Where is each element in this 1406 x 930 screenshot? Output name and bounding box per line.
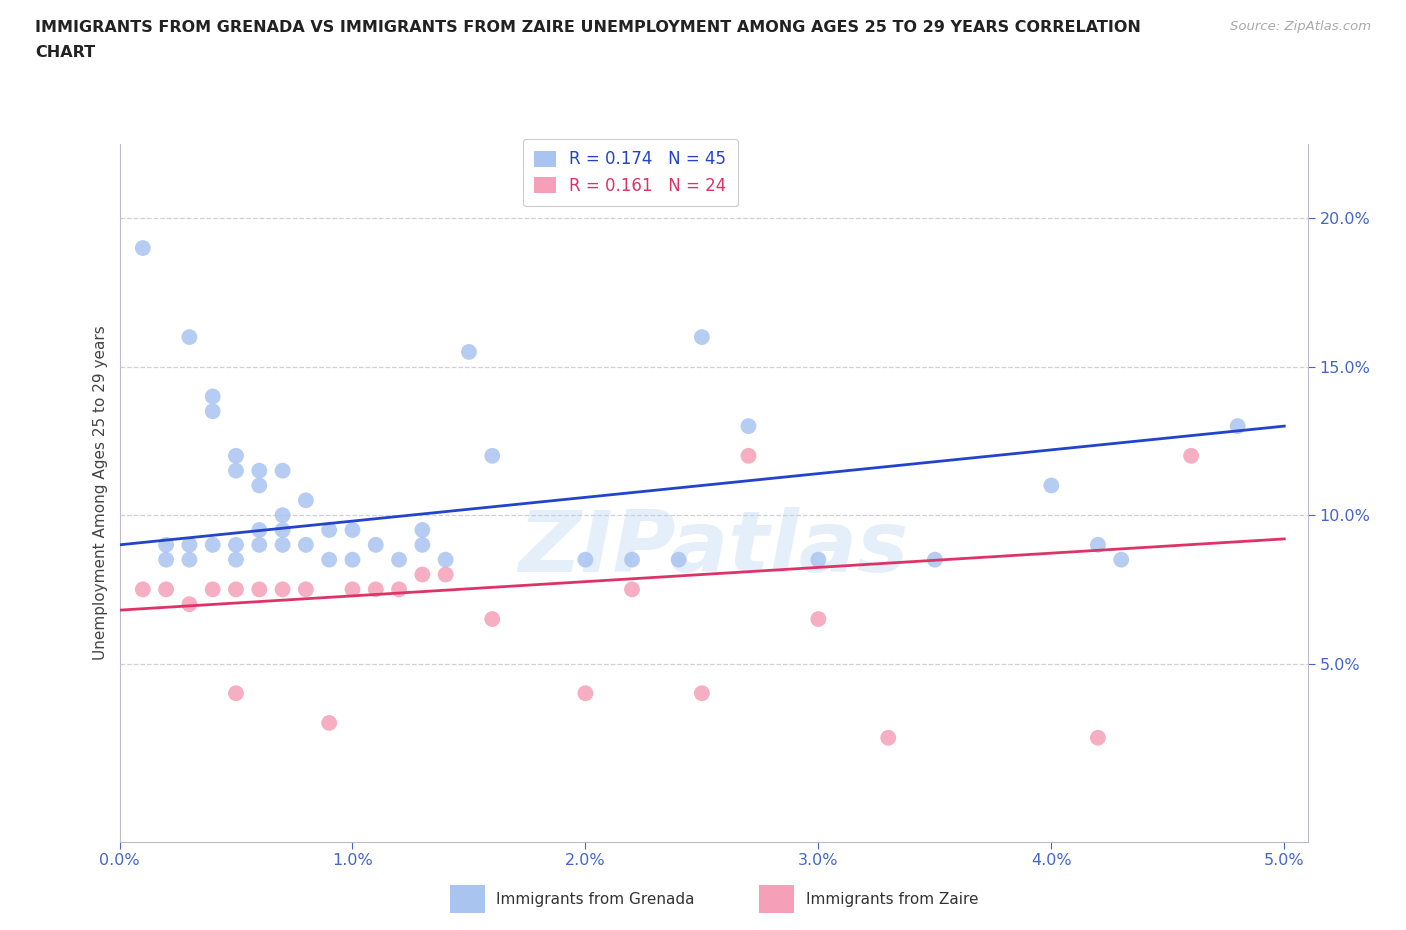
Point — [247, 538, 270, 552]
Point — [155, 582, 177, 597]
Point — [201, 389, 224, 404]
Point — [295, 493, 318, 508]
Point — [364, 582, 387, 597]
Point — [179, 552, 201, 567]
Point — [388, 582, 411, 597]
Point — [481, 612, 503, 627]
Text: ZIPatlas: ZIPatlas — [519, 507, 908, 591]
Text: Immigrants from Grenada: Immigrants from Grenada — [496, 892, 695, 907]
Point — [690, 329, 713, 344]
Point — [737, 448, 759, 463]
Text: Immigrants from Zaire: Immigrants from Zaire — [806, 892, 979, 907]
Point — [271, 582, 294, 597]
Point — [1226, 418, 1249, 433]
Point — [271, 538, 294, 552]
Point — [481, 448, 503, 463]
Point — [179, 329, 201, 344]
Point — [1180, 448, 1202, 463]
Point — [737, 418, 759, 433]
Point — [295, 582, 318, 597]
Point — [388, 552, 411, 567]
Text: Source: ZipAtlas.com: Source: ZipAtlas.com — [1230, 20, 1371, 33]
Point — [155, 538, 177, 552]
Point — [342, 523, 364, 538]
Point — [458, 344, 481, 359]
Point — [247, 463, 270, 478]
Point — [364, 538, 387, 552]
Point — [225, 463, 247, 478]
Point — [924, 552, 946, 567]
Text: CHART: CHART — [35, 45, 96, 60]
Point — [1109, 552, 1132, 567]
Point — [132, 582, 155, 597]
Point — [690, 685, 713, 700]
Point — [621, 552, 644, 567]
Point — [807, 612, 830, 627]
Point — [225, 552, 247, 567]
Point — [877, 730, 900, 745]
Point — [342, 552, 364, 567]
Point — [247, 523, 270, 538]
Point — [132, 241, 155, 256]
Point — [411, 567, 433, 582]
Point — [574, 685, 596, 700]
Point — [271, 523, 294, 538]
Y-axis label: Unemployment Among Ages 25 to 29 years: Unemployment Among Ages 25 to 29 years — [93, 326, 108, 660]
Point — [1087, 538, 1109, 552]
Point — [668, 552, 690, 567]
Point — [342, 582, 364, 597]
Point — [271, 463, 294, 478]
Point — [247, 582, 270, 597]
Point — [434, 567, 457, 582]
Point — [225, 582, 247, 597]
Point — [155, 552, 177, 567]
Point — [574, 552, 596, 567]
Point — [318, 523, 340, 538]
Point — [1040, 478, 1063, 493]
Point — [201, 404, 224, 418]
Point — [295, 538, 318, 552]
Point — [411, 538, 433, 552]
Text: IMMIGRANTS FROM GRENADA VS IMMIGRANTS FROM ZAIRE UNEMPLOYMENT AMONG AGES 25 TO 2: IMMIGRANTS FROM GRENADA VS IMMIGRANTS FR… — [35, 20, 1142, 35]
Point — [247, 478, 270, 493]
Point — [318, 715, 340, 730]
Point — [434, 552, 457, 567]
Point — [225, 448, 247, 463]
Point — [621, 582, 644, 597]
Point — [411, 523, 433, 538]
Point — [179, 597, 201, 612]
Point — [179, 538, 201, 552]
Legend: R = 0.174   N = 45, R = 0.161   N = 24: R = 0.174 N = 45, R = 0.161 N = 24 — [523, 139, 738, 206]
Point — [225, 538, 247, 552]
Point — [201, 582, 224, 597]
Point — [271, 508, 294, 523]
Point — [225, 685, 247, 700]
Point — [318, 552, 340, 567]
Point — [807, 552, 830, 567]
Point — [201, 538, 224, 552]
Point — [1087, 730, 1109, 745]
